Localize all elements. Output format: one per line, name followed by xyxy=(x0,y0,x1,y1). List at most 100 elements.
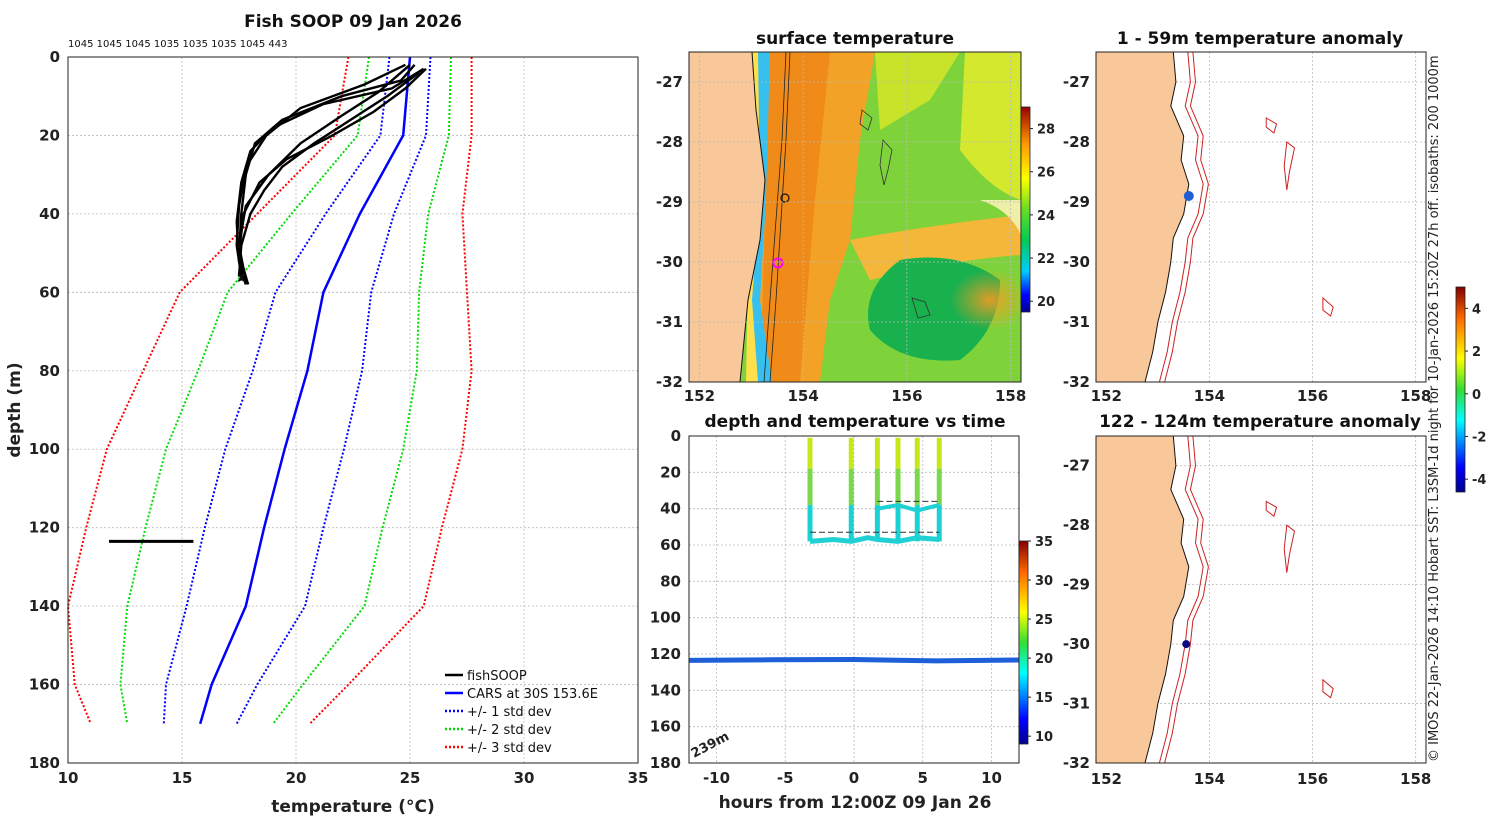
colorbar-tick-label: -4 xyxy=(1472,473,1486,488)
time-ytick-label: 80 xyxy=(660,572,681,590)
colorbar-tick-label: 15 xyxy=(1035,691,1053,706)
map-xtick-label: 156 xyxy=(1297,387,1328,405)
map-xtick-label: 158 xyxy=(1400,770,1431,788)
colorbar-tick-label: 20 xyxy=(1035,652,1053,667)
map-isobath-200 xyxy=(1158,435,1204,764)
map-ytick-label: -28 xyxy=(1063,516,1090,534)
anomaly-colorbar-ticks: -4 -2 0 2 4 xyxy=(1465,302,1486,488)
time-ytick-label: 160 xyxy=(650,718,681,736)
profile-std2-plus xyxy=(272,56,452,725)
map-xtick-label: 156 xyxy=(1297,770,1328,788)
map-ytick-label: -27 xyxy=(656,73,683,91)
time-bottom-trace xyxy=(809,535,940,544)
map-seamount xyxy=(1322,678,1334,699)
map-ytick-label: -28 xyxy=(656,133,683,151)
map-ytick-label: -27 xyxy=(1063,457,1090,475)
colorbar-tick-label: 30 xyxy=(1035,574,1053,589)
map-land xyxy=(1095,435,1190,764)
profile-cast-end-marker: x xyxy=(237,271,246,286)
profile-ticks: 10 15 20 25 30 35 0 20 40 60 80 100 120 140 160 180 xyxy=(29,48,649,787)
profile-fish-cast xyxy=(235,63,406,277)
profile-xtick-label: 20 xyxy=(286,769,307,787)
profile-ytick-label: 180 xyxy=(29,754,60,772)
colorbar-tick-label: 10 xyxy=(1035,730,1053,745)
profile-axes xyxy=(67,56,639,764)
colorbar-tick-label: 25 xyxy=(1035,613,1053,628)
time-xtick-label: -5 xyxy=(777,769,794,787)
sst-field xyxy=(689,52,1021,382)
map-xtick-label: 152 xyxy=(1091,387,1122,405)
colorbar-tick-label: 0 xyxy=(1472,388,1481,403)
time-depth-data xyxy=(688,437,1020,664)
profile-legend: fishSOOP CARS at 30S 153.6E +/- 1 std dev +… xyxy=(445,669,598,756)
profile-std1-minus xyxy=(162,56,391,724)
profile-legend-label: fishSOOP xyxy=(467,669,527,684)
time-ytick-label: 40 xyxy=(660,500,681,518)
time-xtick-label: 0 xyxy=(849,769,859,787)
time-depth-colorbar-ticks: 10 15 20 25 30 35 xyxy=(1028,535,1053,745)
sst-cars-location xyxy=(772,257,784,269)
map-xtick-label: 158 xyxy=(1400,387,1431,405)
colorbar-tick-label: 24 xyxy=(1037,209,1055,224)
anom-shallow-map xyxy=(1095,51,1426,383)
time-depth-xlabel: hours from 12:00Z 09 Jan 26 xyxy=(719,793,992,813)
time-xtick-label: -10 xyxy=(703,769,730,787)
time-ytick-label: 100 xyxy=(650,609,681,627)
anom-deep-panel: 122 - 124m temperature anomaly 152 154 156… xyxy=(1063,412,1431,788)
sst-map-ticks: 152 154 156 158 -27 -28 -29 -30 -31 -32 xyxy=(656,73,1026,405)
profile-lines: x xyxy=(66,56,473,725)
sst-colorbar-ticks: 20 22 24 26 28 xyxy=(1030,123,1055,310)
map-ytick-label: -31 xyxy=(656,313,683,331)
map-xtick-label: 154 xyxy=(787,387,818,405)
anom-shallow-panel: 1 - 59m temperature anomaly 152 154 156 158… xyxy=(1063,29,1431,405)
profile-std3-minus xyxy=(66,56,350,725)
map-ytick-label: -30 xyxy=(1063,635,1090,653)
map-seamount xyxy=(1283,524,1296,573)
profile-ytick-label: 120 xyxy=(29,519,60,537)
map-ytick-label: -29 xyxy=(656,193,683,211)
map-ytick-label: -31 xyxy=(1063,313,1090,331)
time-ytick-label: 20 xyxy=(660,463,681,481)
colorbar-tick-label: 28 xyxy=(1037,123,1055,138)
map-ytick-label: -31 xyxy=(1063,695,1090,713)
profile-subtitle: 1045 1045 1045 1035 1035 1035 1045 443 xyxy=(68,39,287,50)
map-seamount xyxy=(1265,500,1278,518)
profile-xtick-label: 25 xyxy=(400,769,421,787)
profile-ytick-label: 40 xyxy=(39,205,60,223)
map-ytick-label: -29 xyxy=(1063,193,1090,211)
map-xtick-label: 154 xyxy=(1194,387,1225,405)
colorbar-tick-label: 4 xyxy=(1472,302,1481,317)
map-xtick-label: 152 xyxy=(684,387,715,405)
footnote: © IMOS 22-Jan-2026 14:10 Hobart SST: L3S… xyxy=(1427,55,1442,762)
map-ytick-label: -32 xyxy=(1063,754,1090,772)
map-xtick-label: 154 xyxy=(1194,770,1225,788)
profile-legend-label: CARS at 30S 153.6E xyxy=(467,687,598,702)
anom-deep-axes xyxy=(1095,435,1427,764)
time-depth-panel: depth and temperature vs time -10 -5 0 5 100… xyxy=(650,412,1053,813)
anom-shallow-title: 1 - 59m temperature anomaly xyxy=(1117,29,1403,49)
profile-ytick-label: 20 xyxy=(39,126,60,144)
profile-ytick-label: 60 xyxy=(39,283,60,301)
time-depth-title: depth and temperature vs time xyxy=(705,412,1006,432)
map-ytick-label: -32 xyxy=(1063,373,1090,391)
profile-panel: Fish SOOP 09 Jan 2026 1045 1045 1045 103… xyxy=(5,12,648,817)
profile-std1-plus xyxy=(235,56,432,725)
map-isobath-1000 xyxy=(1164,51,1209,383)
map-ytick-label: -32 xyxy=(656,373,683,391)
sst-map-panel: surface temperature 152 154 156 158 -27 -28 xyxy=(656,29,1055,405)
map-isobath-200 xyxy=(1158,51,1204,383)
profile-xtick-label: 35 xyxy=(628,769,649,787)
time-ytick-label: 60 xyxy=(660,536,681,554)
time-ytick-label: 180 xyxy=(650,754,681,772)
profile-fish-cast xyxy=(237,67,427,285)
anom-shallow-ticks: 152 154 156 158 -27 -28 -29 -30 -31 -32 xyxy=(1063,73,1431,405)
time-xtick-label: 10 xyxy=(981,769,1002,787)
profile-std3-plus xyxy=(308,57,473,725)
map-ytick-label: -30 xyxy=(1063,253,1090,271)
time-xtick-label: 5 xyxy=(918,769,928,787)
colorbar-tick-label: 35 xyxy=(1035,535,1053,550)
profile-ytick-label: 100 xyxy=(29,440,60,458)
profile-ylabel: depth (m) xyxy=(5,362,25,457)
time-depth-colorbar xyxy=(1018,540,1029,745)
map-xtick-label: 152 xyxy=(1091,770,1122,788)
